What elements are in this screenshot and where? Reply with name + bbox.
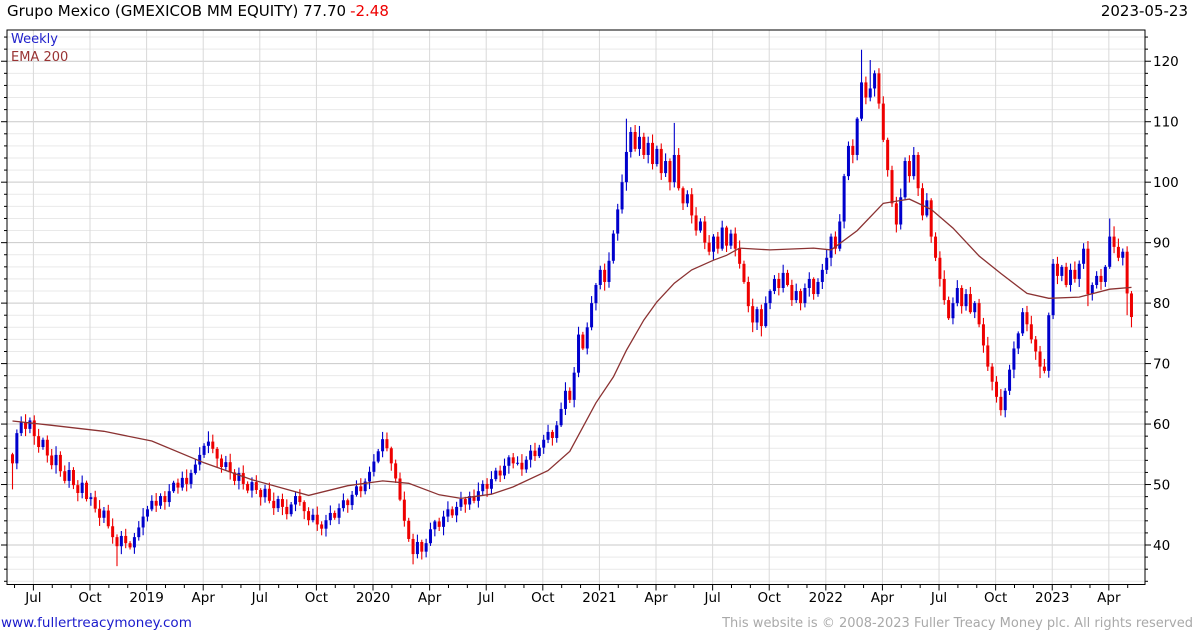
- gridlines: [7, 30, 1145, 585]
- y-axis-label: 100: [1153, 175, 1179, 191]
- y-axis-label: 90: [1153, 235, 1170, 251]
- y-axis-label: 80: [1153, 296, 1170, 312]
- candles: [11, 49, 1133, 567]
- x-axis-label: Apr: [192, 590, 216, 606]
- legend-weekly: Weekly: [11, 32, 58, 47]
- x-axis-label: Jul: [477, 590, 494, 606]
- x-axis-label: 2022: [809, 590, 843, 606]
- x-axis-label: Jul: [930, 590, 947, 606]
- y-axis-label: 50: [1153, 477, 1170, 493]
- legend-ema-200: EMA 200: [11, 50, 69, 65]
- x-axis-label: Apr: [1097, 590, 1121, 606]
- x-axis-label: Oct: [305, 590, 328, 606]
- y-axis-label: 60: [1153, 417, 1170, 433]
- x-axis-label: 2020: [356, 590, 390, 606]
- x-axis-label: Oct: [531, 590, 554, 606]
- x-axis-label: Apr: [644, 590, 668, 606]
- x-axis-label: Apr: [418, 590, 442, 606]
- copyright-text: This website is © 2008-2023 Fuller Treac…: [722, 616, 1193, 631]
- y-axis-label: 110: [1153, 115, 1179, 131]
- x-axis-label: Oct: [984, 590, 1007, 606]
- y-axis-label: 70: [1153, 356, 1170, 372]
- x-axis-label: Oct: [78, 590, 101, 606]
- chart-date: 2023-05-23: [1100, 2, 1188, 20]
- x-axis-label: 2021: [582, 590, 616, 606]
- chart-title: Grupo Mexico (GMEXICOB MM EQUITY) 77.70-…: [7, 2, 389, 20]
- x-axis-label: Oct: [758, 590, 781, 606]
- y-axis-label: 40: [1153, 538, 1170, 554]
- x-axis-label: Jul: [703, 590, 720, 606]
- x-axis-label: Jul: [24, 590, 41, 606]
- instrument-title: Grupo Mexico (GMEXICOB MM EQUITY) 77.70: [7, 2, 347, 20]
- plot-border: [6, 29, 1146, 585]
- axes: 40 50 60 70 80 90 100 110 120 Jul Oct 2019 Apr Jul Oct…: [1, 36, 1179, 606]
- ema-line: [12, 198, 1132, 500]
- x-axis-label: 2023: [1035, 590, 1069, 606]
- x-axis-label: Apr: [871, 590, 895, 606]
- x-axis-label: Jul: [251, 590, 268, 606]
- website-link[interactable]: www.fullertreacymoney.com: [1, 615, 192, 631]
- price-change: -2.48: [350, 2, 389, 20]
- y-axis-label: 120: [1153, 54, 1179, 70]
- x-axis-label: 2019: [129, 590, 163, 606]
